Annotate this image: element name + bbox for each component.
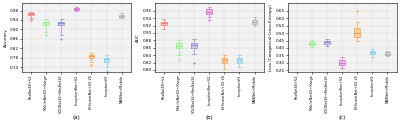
X-axis label: (c): (c) bbox=[338, 115, 346, 120]
Y-axis label: AUC: AUC bbox=[136, 33, 140, 42]
Y-axis label: Loss (Categorical Cross-Entropy): Loss (Categorical Cross-Entropy) bbox=[269, 4, 273, 71]
Y-axis label: Accuracy: Accuracy bbox=[4, 28, 8, 47]
X-axis label: (b): (b) bbox=[205, 115, 213, 120]
X-axis label: (a): (a) bbox=[72, 115, 80, 120]
